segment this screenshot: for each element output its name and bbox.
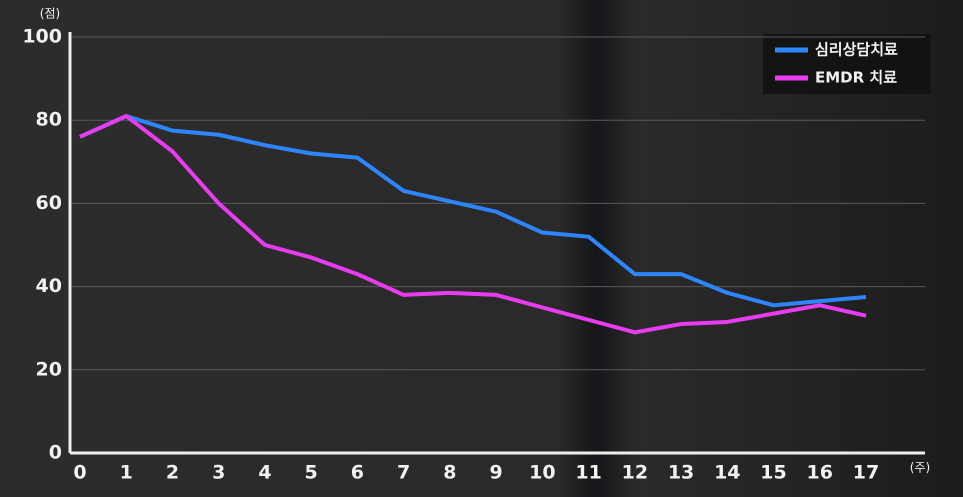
y-tick-label: 20 xyxy=(36,358,62,380)
x-axis-label: (주) xyxy=(910,461,930,475)
x-tick-label: 0 xyxy=(73,462,86,484)
x-tick-label: 2 xyxy=(166,462,179,484)
series-line xyxy=(79,114,867,308)
x-tick-label: 15 xyxy=(760,462,786,484)
x-tick-label: 1 xyxy=(120,462,133,484)
x-tick-label: 10 xyxy=(529,462,555,484)
legend-label: EMDR 치료 xyxy=(815,69,897,87)
x-tick-label: 11 xyxy=(575,462,601,484)
y-tick-label: 60 xyxy=(36,192,62,214)
y-tick-label: 100 xyxy=(22,26,62,48)
series-line xyxy=(79,114,867,335)
x-tick-label: 5 xyxy=(305,462,318,484)
x-tick-label: 13 xyxy=(668,462,694,484)
legend-box xyxy=(763,34,931,94)
x-tick-label: 9 xyxy=(490,462,503,484)
x-tick-label: 14 xyxy=(714,462,740,484)
x-tick-label: 12 xyxy=(622,462,648,484)
x-tick-label: 8 xyxy=(443,462,456,484)
y-axis-label: (점) xyxy=(40,7,60,21)
x-tick-label: 17 xyxy=(853,462,879,484)
y-tick-label: 0 xyxy=(49,442,62,464)
legend-label: 심리상담치료 xyxy=(815,41,898,59)
x-tick-label: 16 xyxy=(807,462,833,484)
x-tick-label: 6 xyxy=(351,462,364,484)
x-tick-label: 3 xyxy=(212,462,225,484)
x-tick-label: 7 xyxy=(397,462,410,484)
y-tick-label: 80 xyxy=(36,109,62,131)
y-tick-label: 40 xyxy=(36,275,62,297)
x-tick-label: 4 xyxy=(258,462,271,484)
